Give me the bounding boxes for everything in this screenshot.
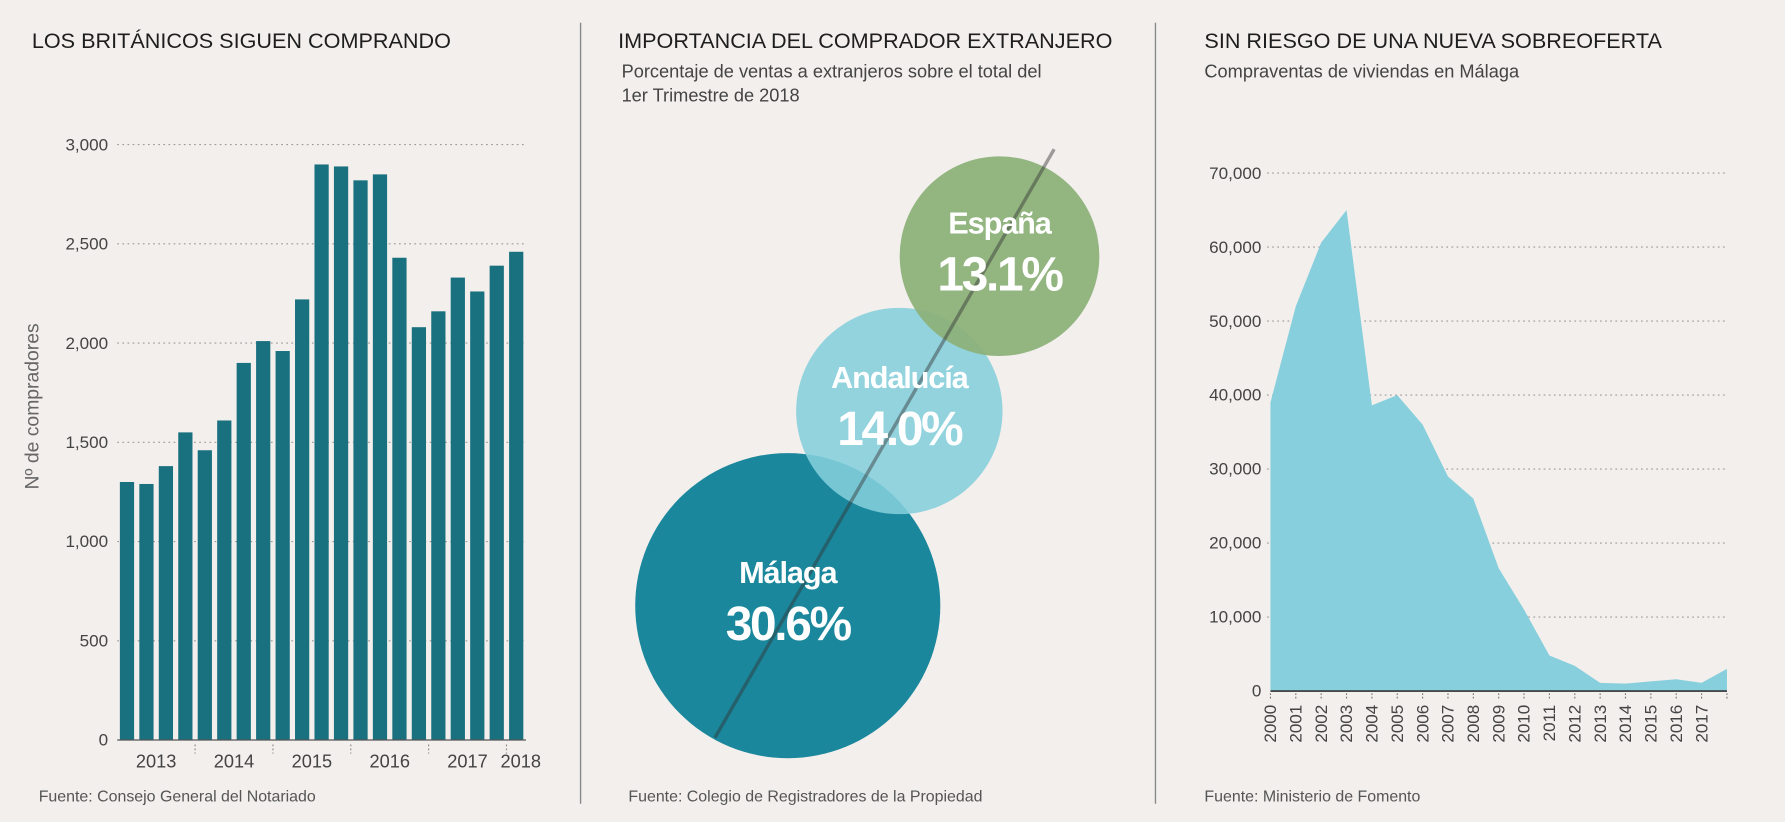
chart-subtitle: 1er Trimestre de 2018	[622, 85, 800, 105]
bar	[333, 166, 349, 740]
bar	[178, 432, 193, 740]
y-tick-label: 500	[80, 631, 108, 650]
source: Fuente: Consejo General del Notariado	[39, 788, 316, 805]
x-tick-label: 2002	[1312, 705, 1331, 743]
bar	[139, 483, 154, 740]
y-tick-label: 0	[1252, 682, 1262, 701]
x-tick-label: 2017	[1692, 705, 1711, 743]
bubble	[796, 307, 1003, 515]
diagonal	[713, 148, 1056, 739]
x-tick-label: 2015	[292, 751, 333, 771]
chart-subtitle: Compraventas de viviendas en Málaga	[1204, 61, 1520, 81]
y-tick-label: 50,000	[1209, 312, 1261, 331]
y-tick-label: 2,500	[65, 235, 108, 254]
y-tick-label: 1,500	[65, 433, 108, 452]
y-tick-label: 20,000	[1209, 534, 1261, 553]
bubble-label: España	[948, 205, 1052, 240]
bar	[411, 327, 427, 740]
bar	[197, 450, 212, 740]
x-tick-label: 2008	[1464, 705, 1483, 743]
x-tick-label: 2012	[1565, 705, 1584, 743]
y-tick-label: 10,000	[1209, 608, 1261, 627]
bar	[236, 362, 251, 740]
bar	[353, 180, 368, 740]
bar	[470, 291, 485, 740]
x-tick-label: 2007	[1439, 705, 1458, 743]
value-label: 14.0%	[837, 403, 963, 456]
x-tick-label: 2014	[1616, 705, 1635, 743]
x-tick-label: 2010	[1515, 705, 1534, 743]
x-tick-label: 2015	[1642, 705, 1661, 743]
chart-title: SIN RIESGO DE UNA NUEVA SOBREOFERTA	[1204, 28, 1662, 53]
bar	[119, 481, 135, 740]
x-tick-label: 2004	[1363, 705, 1382, 743]
bar	[314, 164, 329, 740]
bar	[372, 174, 388, 740]
x-tick-label: 2009	[1489, 705, 1508, 743]
y-tick-label: 70,000	[1209, 164, 1261, 183]
x-tick-label: 2016	[369, 751, 410, 771]
bubble-label: Málaga	[739, 555, 838, 590]
bubble	[635, 453, 941, 759]
value-label: 13.1%	[937, 248, 1063, 301]
x-tick-label: 2011	[1540, 705, 1559, 742]
x-tick-label: 2013	[136, 751, 177, 771]
bubble	[899, 156, 1100, 356]
y-tick-label: 1,000	[65, 532, 108, 551]
y-tick-label: 2,000	[65, 334, 108, 353]
y-tick-label: 60,000	[1209, 238, 1261, 257]
x-tick-label: 2005	[1388, 705, 1407, 743]
value-label: 30.6%	[726, 598, 852, 651]
chart-title: LOS BRITÁNICOS SIGUEN COMPRANDO	[32, 28, 451, 53]
bar	[509, 251, 524, 740]
source: Fuente: Ministerio de Fomento	[1204, 788, 1420, 805]
x-tick-label: 2006	[1413, 705, 1432, 743]
chart-title: IMPORTANCIA DEL COMPRADOR EXTRANJERO	[618, 28, 1112, 53]
bar	[489, 265, 504, 740]
x-tick-label: 2017	[447, 751, 488, 771]
bar	[295, 299, 310, 740]
y-tick-label: 30,000	[1209, 460, 1261, 479]
bar	[158, 466, 174, 740]
bar	[275, 351, 290, 740]
y-tick-label: 0	[99, 731, 109, 750]
bar	[256, 341, 271, 740]
bar	[431, 311, 446, 740]
x-tick-label: 2016	[1667, 705, 1686, 743]
x-tick-label: 2018	[501, 751, 542, 771]
x-tick-label: 2003	[1337, 705, 1356, 743]
x-tick-label: 2000	[1261, 705, 1280, 743]
bar	[392, 257, 407, 740]
y-tick-label: 40,000	[1209, 386, 1261, 405]
x-tick-label: 2013	[1591, 705, 1610, 743]
y-tick-label: 3,000	[65, 135, 108, 154]
bubble-label: Andalucía	[831, 360, 970, 395]
source: Fuente: Colegio de Registradores de la P…	[628, 788, 982, 805]
chart-subtitle: Porcentaje de ventas a extranjeros sobre…	[622, 61, 1042, 81]
bar	[450, 277, 465, 740]
x-tick-label: 2001	[1286, 705, 1305, 743]
area	[1270, 210, 1727, 692]
y-axis-label: Nº de compradores	[22, 323, 44, 489]
bar	[217, 420, 232, 740]
x-tick-label: 2014	[214, 751, 255, 771]
